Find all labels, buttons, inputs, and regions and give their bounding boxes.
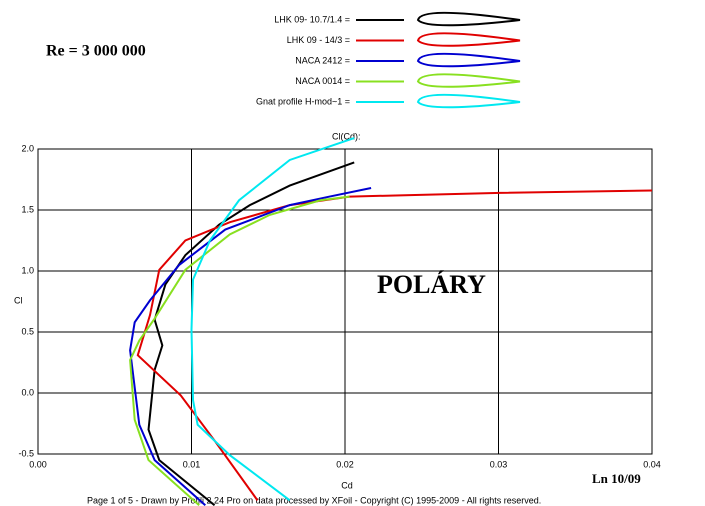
legend-label: LHK 09 - 14/3 = [287,35,350,45]
x-tick-label: 0.01 [183,459,201,469]
y-tick-label: 2.0 [21,143,34,153]
annotation: Cl(Cd): [332,131,361,141]
legend-airfoil [416,93,521,109]
footer: Page 1 of 5 - Drawn by Profili 2.24 Pro … [87,495,541,505]
legend-label: Gnat profile H-mod~1 = [256,96,350,106]
x-tick-label: 0.00 [29,459,47,469]
legend-label: LHK 09- 10.7/1.4 = [274,14,350,24]
legend-airfoil [416,32,521,47]
x-tick-label: 0.03 [490,459,508,469]
x-tick-label: 0.02 [336,459,354,469]
series-line [136,189,653,501]
x-tick-label: 0.04 [643,459,661,469]
y-tick-label: 1.0 [21,265,34,275]
legend-label: NACA 2412 = [295,55,350,65]
subtitle: Re = 3 000 000 [46,43,146,60]
y-tick-label: 0.5 [21,326,34,336]
legend-label: NACA 0014 = [295,76,350,86]
legend-airfoil [416,11,521,27]
y-tick-label: -0.5 [18,448,34,458]
chart-title: POLÁRY [377,270,486,299]
legend-airfoil [416,73,521,88]
series-line [190,137,355,502]
y-tick-label: 0.0 [21,387,34,397]
series-line [129,195,350,506]
series-line [129,187,372,506]
y-tick-label: 1.5 [21,204,34,214]
series-line [147,161,355,506]
legend-airfoil [416,52,521,68]
plot-frame [37,148,653,455]
x-axis-label: Cd [341,480,353,490]
y-axis-label: Cl [14,295,23,305]
annotation: Ln 10/09 [592,471,641,486]
